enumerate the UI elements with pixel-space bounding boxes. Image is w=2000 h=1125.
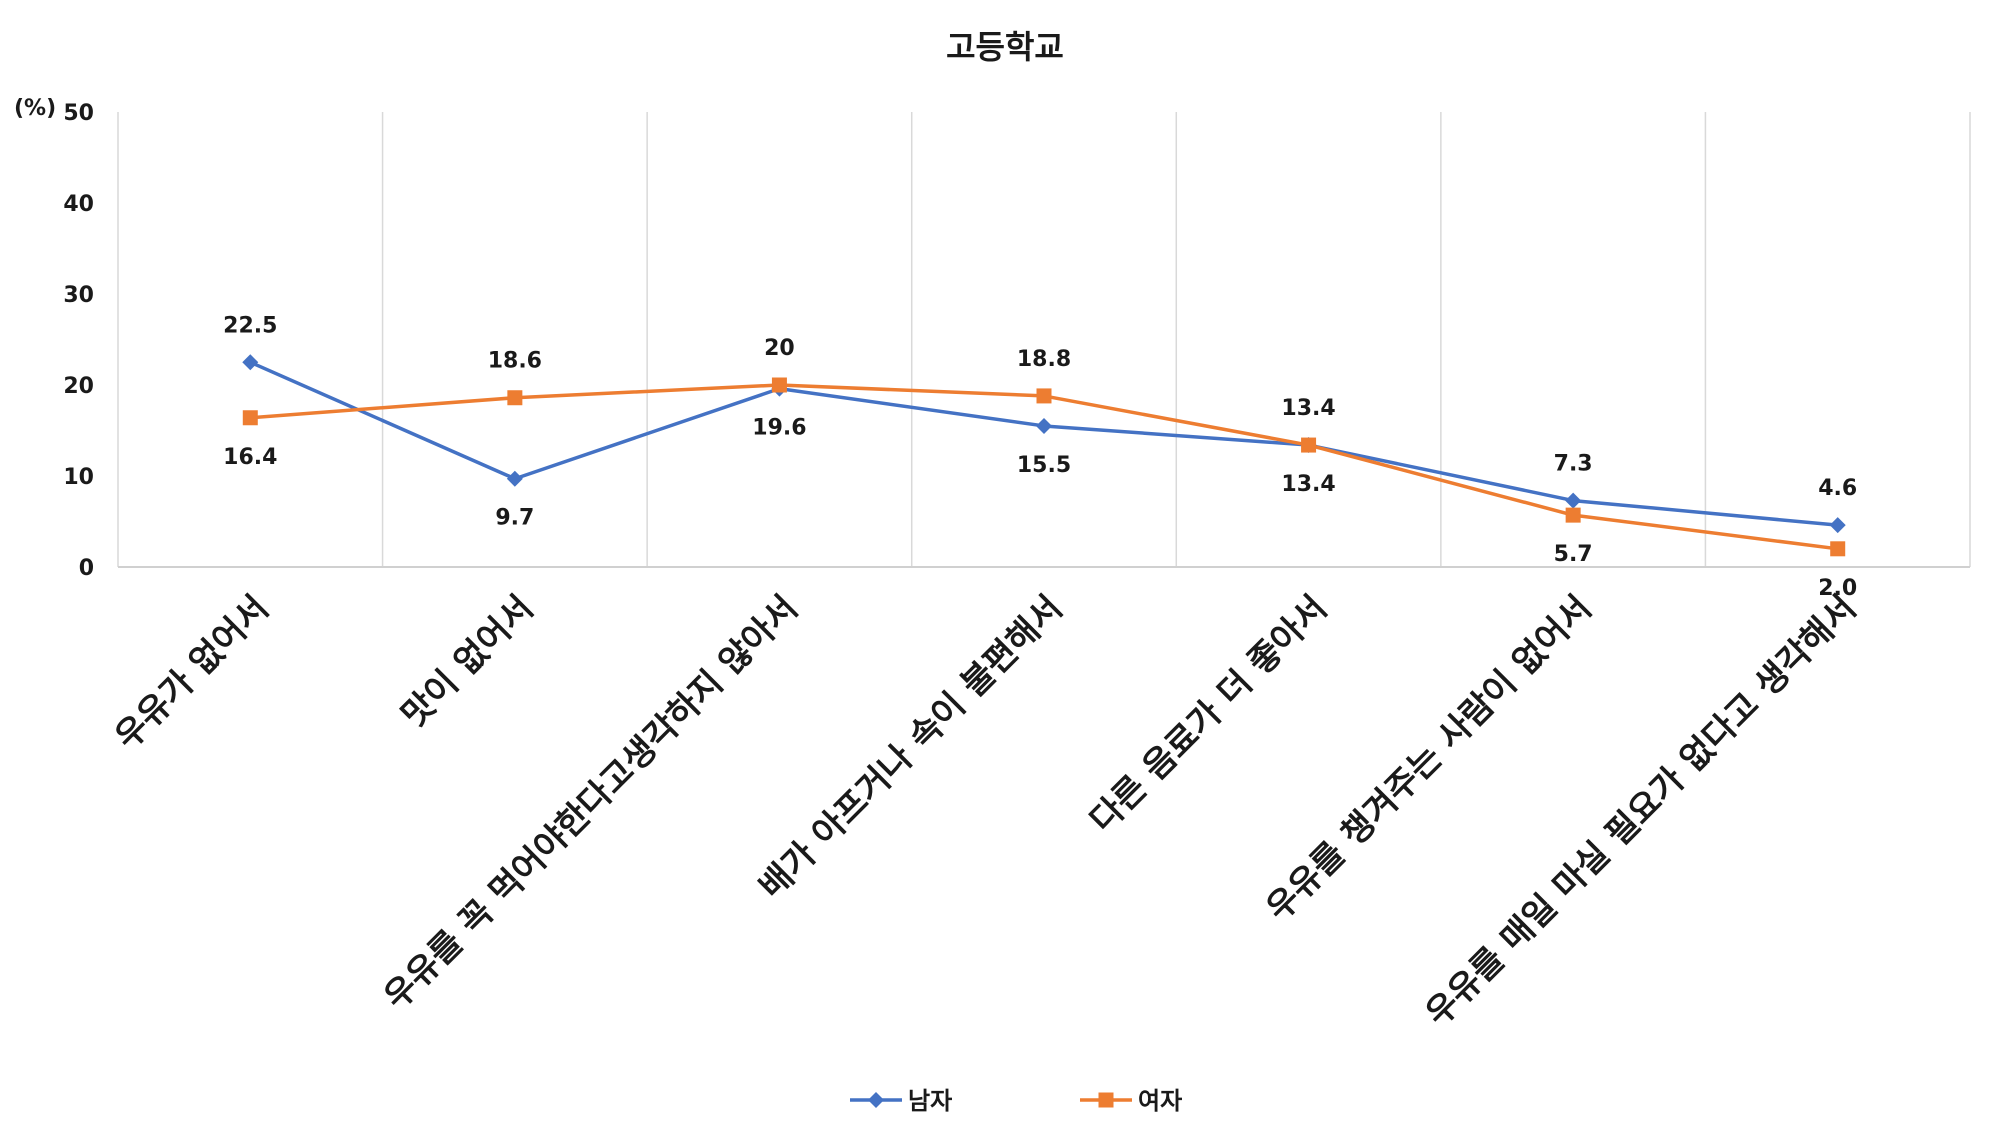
- x-category-label: 우유를 꼭 먹어야한다고생각하지 않아서: [376, 588, 805, 1017]
- legend-label: 여자: [1138, 1087, 1182, 1115]
- data-point-marker: [1829, 517, 1846, 534]
- chart-title: 고등학교: [946, 28, 1064, 66]
- data-label: 2.0: [1818, 576, 1857, 601]
- y-tick-label: 50: [63, 101, 94, 126]
- legend-marker: [868, 1092, 884, 1108]
- data-point-marker: [507, 390, 523, 406]
- y-tick-label: 40: [63, 192, 94, 217]
- data-label: 18.6: [488, 349, 542, 374]
- data-label: 15.5: [1017, 453, 1071, 478]
- y-tick-label: 0: [79, 556, 94, 581]
- data-point-marker: [1036, 417, 1052, 434]
- x-category-label: 맛이 없어서: [394, 588, 541, 735]
- data-label: 20: [764, 336, 795, 361]
- x-category-label: 배가 아프거나 속이 불편해서: [752, 588, 1071, 907]
- data-point-marker: [1565, 492, 1582, 509]
- x-category-label: 우유를 매일 마실 필요가 없다고 생각해서: [1418, 588, 1864, 1034]
- data-point-marker: [1830, 541, 1846, 557]
- data-label: 16.4: [223, 445, 277, 470]
- y-axis-unit-label: (%): [14, 96, 56, 121]
- legend: 남자 여자: [850, 1087, 1182, 1115]
- data-point-marker: [1301, 437, 1317, 453]
- y-tick-label: 30: [63, 283, 94, 308]
- series-layer: 22.59.719.615.513.47.34.616.418.620 18.81…: [223, 313, 1857, 601]
- legend-item-1: 남자: [850, 1087, 952, 1115]
- plot-grid: [117, 112, 1971, 568]
- y-tick-label: 10: [63, 465, 94, 490]
- data-label: 18.8: [1017, 347, 1071, 372]
- y-tick-label: 20: [63, 374, 94, 399]
- data-point-marker: [506, 470, 523, 487]
- legend-item-2: 여자: [1080, 1087, 1182, 1115]
- data-point-marker: [242, 410, 258, 426]
- data-label: 13.4: [1281, 472, 1335, 497]
- x-category-label: 우유가 없어서: [107, 588, 276, 757]
- data-label: 9.7: [495, 506, 534, 531]
- legend-label: 남자: [908, 1087, 952, 1115]
- legend-marker: [1098, 1092, 1114, 1108]
- data-label: 4.6: [1818, 476, 1857, 501]
- data-point-marker: [242, 354, 259, 371]
- y-axis-ticks: 0 10 20 30 40 50: [63, 101, 94, 581]
- data-label: 19.6: [752, 416, 806, 441]
- data-label: 7.3: [1554, 452, 1593, 477]
- data-label: 13.4: [1281, 396, 1335, 421]
- data-label: 22.5: [223, 313, 277, 338]
- series-2: 16.4 18.6 20 18.8 13.4 5.7 2.0: [223, 336, 1857, 601]
- data-point-marker: [771, 377, 787, 393]
- data-point-marker: [1036, 388, 1052, 404]
- data-point-marker: [1565, 507, 1581, 523]
- series-line: [249, 360, 1838, 527]
- data-label: 5.7: [1554, 542, 1593, 567]
- x-category-label: 다른 음료가 더 좋아서: [1082, 588, 1334, 840]
